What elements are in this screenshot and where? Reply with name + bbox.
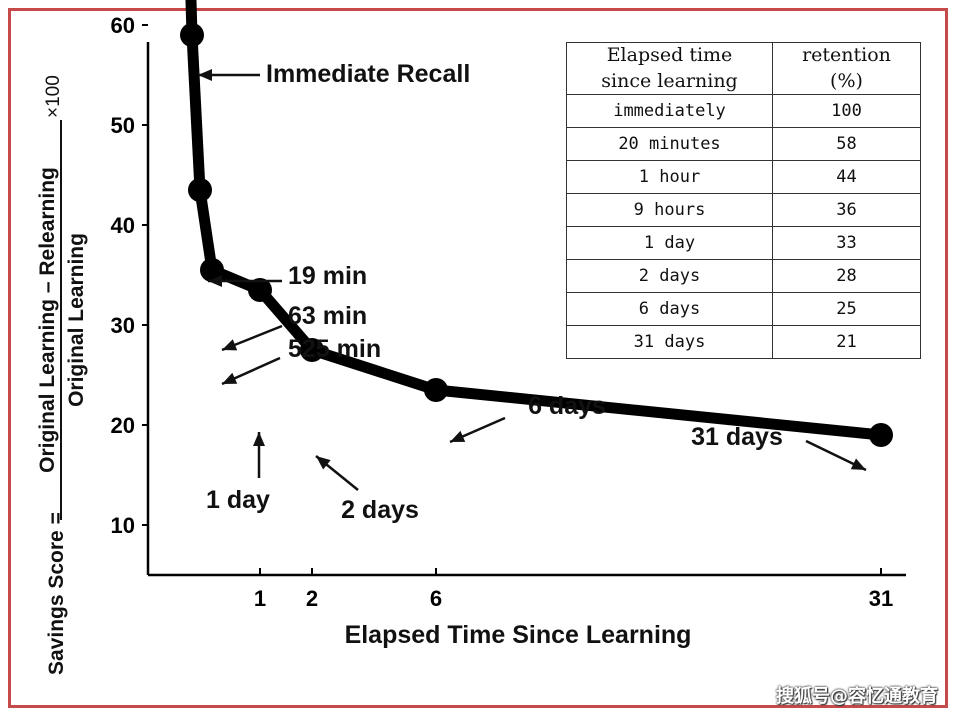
x-axis-title: Elapsed Time Since Learning [345, 621, 692, 649]
annotation-label: 525 min [288, 335, 381, 363]
table-cell-retention: 28 [772, 259, 921, 294]
table-cell-retention: 21 [772, 325, 921, 360]
point-annotation: 19 min [208, 262, 367, 290]
annotation-label: 6 days [528, 392, 606, 420]
y-tick-label: 10 [111, 513, 135, 538]
table-row: 9 hours 36 [566, 193, 921, 228]
x-tick-label: 2 [306, 586, 318, 611]
table-cell-retention: 25 [772, 292, 921, 327]
y-tick-label: 30 [111, 313, 135, 338]
annotation-label: 31 days [691, 423, 783, 451]
data-point [188, 178, 212, 202]
table-cell-time: 9 hours [566, 193, 773, 228]
annotation-label: 19 min [288, 262, 367, 290]
table-row: 2 days 28 [566, 259, 921, 294]
table-cell-time: 1 day [566, 226, 773, 261]
data-point [424, 378, 448, 402]
table-row: immediately 100 [566, 94, 921, 129]
y-tick-label: 40 [111, 213, 135, 238]
table-header-time: Elapsed time since learning [566, 41, 773, 96]
table-cell-retention: 33 [772, 226, 921, 261]
data-point [869, 423, 893, 447]
table-header-retention-line1: retention [802, 44, 891, 66]
y-tick-label: 20 [111, 413, 135, 438]
annotation-arrowhead [850, 458, 866, 470]
watermark: 搜狐号@容忆通教育 [776, 686, 938, 707]
y-axis-title-suffix: ×100 [43, 75, 64, 118]
data-point [200, 258, 224, 282]
annotation-label: 1 day [206, 486, 270, 514]
x-tick-label: 31 [869, 586, 893, 611]
point-annotation: 63 min [221, 302, 367, 352]
table-cell-time: 2 days [566, 259, 773, 294]
table-cell-retention: 44 [772, 160, 921, 195]
table-header-retention-line2: (%) [830, 69, 863, 92]
table-cell-retention: 100 [772, 94, 921, 129]
y-axis-title-denominator: Original Learning [65, 233, 88, 407]
data-point [248, 278, 272, 302]
point-annotation: 2 days [315, 455, 419, 524]
annotation-arrowhead [208, 275, 222, 287]
y-axis-title: Savings Score = Original Learning – Rele… [36, 75, 88, 675]
table-row: 6 days 25 [566, 292, 921, 327]
data-point [300, 338, 324, 362]
y-tick-label: 50 [111, 113, 135, 138]
retention-table: Elapsed time since learning retention (%… [566, 41, 921, 360]
table-row: 20 minutes 58 [566, 127, 921, 162]
data-point [180, 23, 204, 47]
point-annotation: 525 min [221, 335, 381, 386]
table-header-row: Elapsed time since learning retention (%… [566, 41, 921, 96]
table-cell-retention: 58 [772, 127, 921, 162]
y-axis-title-numerator: Original Learning – Relearning [36, 167, 59, 473]
table-header-retention: retention (%) [772, 41, 921, 96]
x-tick-label: 1 [254, 586, 266, 611]
y-axis-title-prefix: Savings Score = [45, 512, 68, 675]
table-header-time-line2: since learning [601, 69, 738, 92]
annotation-arrowhead [222, 339, 238, 351]
table-row: 1 day 33 [566, 226, 921, 261]
point-annotation: 1 day [206, 432, 270, 514]
y-tick-label: 60 [111, 13, 135, 38]
table-cell-time: 1 hour [566, 160, 773, 195]
table-cell-time: 6 days [566, 292, 773, 327]
annotation-label: 63 min [288, 302, 367, 330]
annotation-arrowhead [222, 372, 238, 384]
point-annotation: Immediate Recall [198, 60, 470, 88]
annotation-arrowhead [198, 69, 212, 81]
table-cell-time: immediately [566, 94, 773, 129]
x-tick-label: 6 [430, 586, 442, 611]
annotation-arrowhead [253, 432, 265, 446]
table-row: 31 days 21 [566, 325, 921, 360]
annotation-label: Immediate Recall [266, 60, 470, 88]
annotation-label: 2 days [341, 496, 419, 524]
table-cell-time: 20 minutes [566, 127, 773, 162]
point-annotation: 6 days [449, 392, 606, 444]
table-cell-time: 31 days [566, 325, 773, 360]
table-row: 1 hour 44 [566, 160, 921, 195]
annotation-arrowhead [450, 430, 466, 442]
annotation-arrowhead [316, 456, 331, 470]
point-annotation: 31 days [691, 423, 867, 472]
table-cell-retention: 36 [772, 193, 921, 228]
table-header-time-line1: Elapsed time [606, 44, 733, 66]
